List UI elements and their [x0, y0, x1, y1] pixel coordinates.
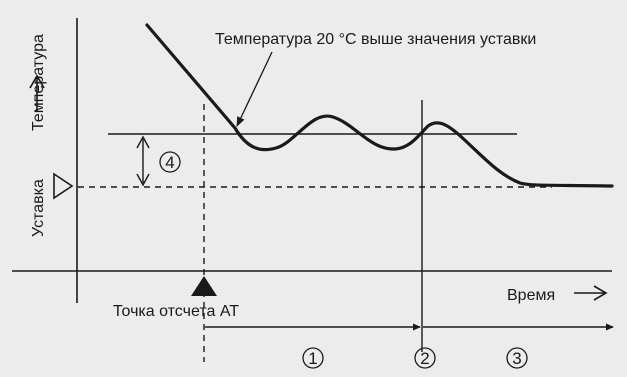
phase-2-badge: 2: [414, 347, 436, 369]
y-axis-label: Температура: [30, 34, 47, 131]
band-number: 4: [165, 153, 174, 172]
at-point-marker-icon: [191, 276, 217, 296]
annotation-text: Температура 20 °C выше значения уставки: [215, 31, 536, 48]
setpoint-label: Уставка: [30, 179, 47, 237]
phase-3-number: 3: [512, 349, 521, 368]
annotation-pointer: [236, 51, 273, 127]
right-arrow-icon: [574, 285, 608, 301]
setpoint-marker-icon: [53, 172, 74, 200]
band-double-arrow-icon: [136, 135, 150, 187]
time-axis-label: Время: [507, 287, 555, 304]
phase-1-badge: 1: [302, 347, 324, 369]
band-number-badge: 4: [159, 151, 181, 173]
at-point-label: Точка отсчета AT: [113, 303, 239, 320]
temperature-curve: [145, 23, 614, 188]
phase-1-number: 1: [308, 349, 317, 368]
phase-3-badge: 3: [506, 347, 528, 369]
up-arrow-icon: [29, 74, 45, 112]
phase-2-number: 2: [420, 349, 429, 368]
